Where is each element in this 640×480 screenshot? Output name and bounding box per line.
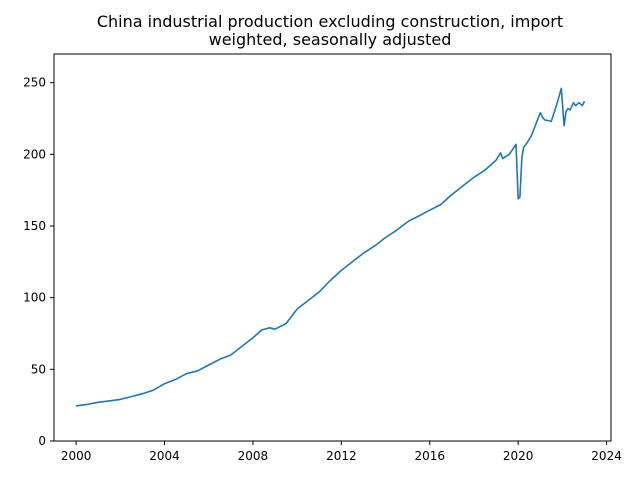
x-tick-label: 2020 [503,449,534,463]
x-tick-label: 2008 [238,449,269,463]
x-tick-label: 2004 [149,449,180,463]
chart-title-line-1: China industrial production excluding co… [97,12,563,31]
x-tick-label: 2024 [591,449,622,463]
y-tick-label: 0 [38,434,46,448]
y-tick-label: 200 [23,147,46,161]
x-tick-label: 2016 [414,449,445,463]
x-axis: 2000 2004 2008 2012 2016 2020 2024 [61,441,622,463]
axes-frame [53,53,612,442]
series-line-0 [75,87,586,407]
x-tick-label: 2012 [326,449,357,463]
y-tick-label: 250 [23,76,46,90]
plot-area [75,87,586,407]
chart-title-line-2: weighted, seasonally adjusted [209,30,452,49]
y-tick-label: 100 [23,291,46,305]
y-tick-label: 50 [31,362,46,376]
y-tick-label: 150 [23,219,46,233]
y-axis: 0 50 100 150 200 250 [23,76,54,448]
x-tick-label: 2000 [61,449,92,463]
